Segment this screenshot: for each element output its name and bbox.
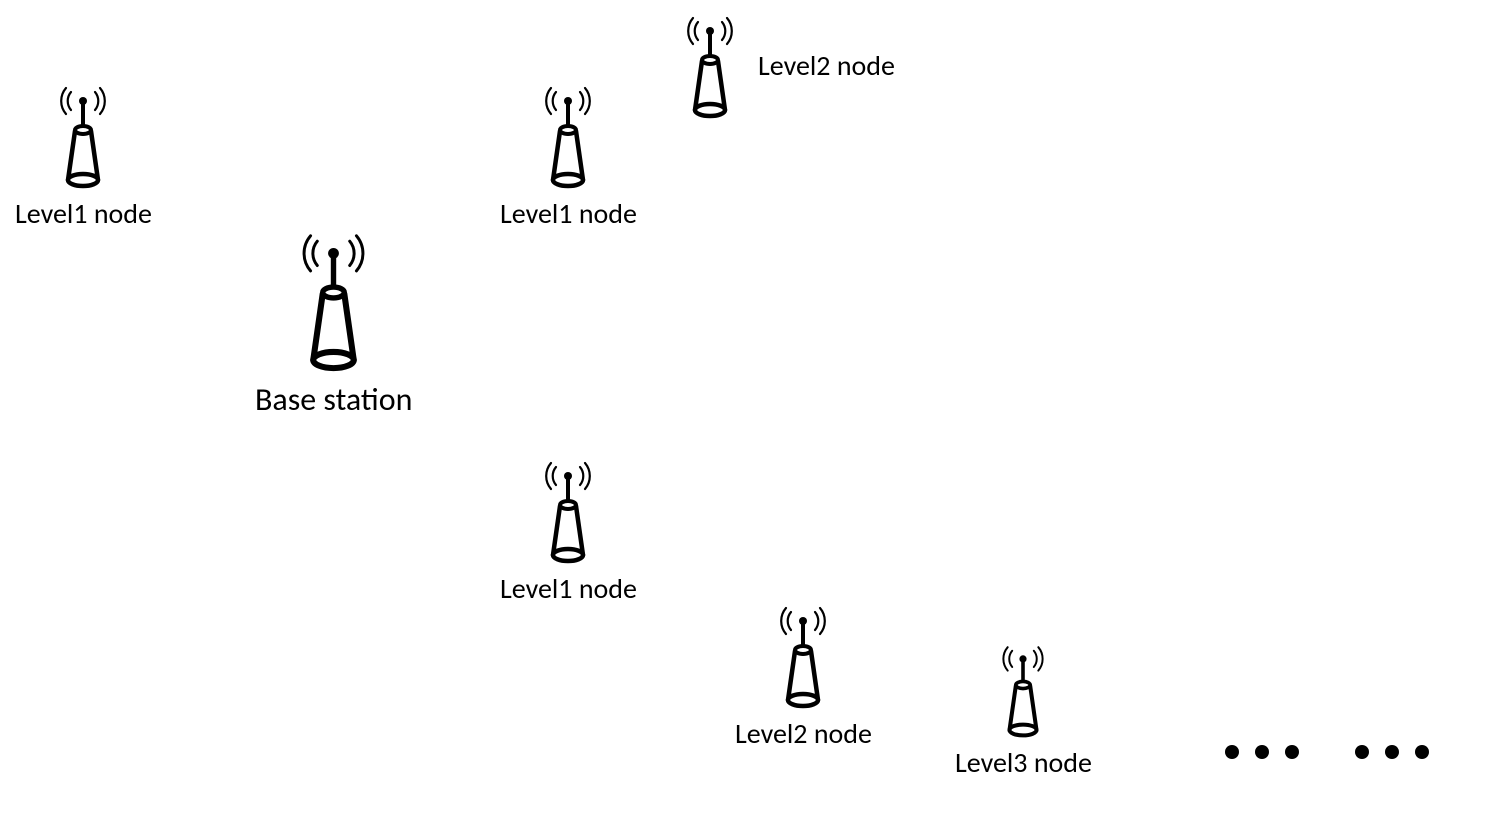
- node-label: Level1 node: [15, 196, 152, 231]
- node-label: Level3 node: [955, 745, 1092, 780]
- continuation-dots: [1225, 745, 1429, 759]
- antenna-icon: [538, 80, 598, 190]
- antenna-icon: [773, 600, 833, 710]
- antenna-icon: [538, 455, 598, 565]
- network-diagram: Level1 node Base station Level1 node Level2…: [0, 0, 1487, 824]
- node-label: Level1 node: [500, 196, 637, 231]
- dot-icon: [1355, 745, 1369, 759]
- node-n4: Level2 node: [680, 10, 895, 120]
- dot-icon: [1385, 745, 1399, 759]
- antenna-icon: [680, 10, 740, 120]
- dot-icon: [1285, 745, 1299, 759]
- node-n1: Level1 node: [15, 80, 152, 231]
- dot-icon: [1415, 745, 1429, 759]
- node-label: Level2 node: [735, 716, 872, 751]
- node-label: Level2 node: [758, 48, 895, 83]
- node-n2: Base station: [255, 225, 412, 419]
- node-n7: Level3 node: [955, 640, 1092, 780]
- dot-icon: [1225, 745, 1239, 759]
- antenna-icon: [996, 640, 1050, 739]
- node-label: Base station: [255, 380, 412, 419]
- node-n5: Level1 node: [500, 455, 637, 606]
- antenna-icon: [293, 225, 374, 374]
- dot-icon: [1255, 745, 1269, 759]
- antenna-icon: [53, 80, 113, 190]
- node-label: Level1 node: [500, 571, 637, 606]
- node-n3: Level1 node: [500, 80, 637, 231]
- node-n6: Level2 node: [735, 600, 872, 751]
